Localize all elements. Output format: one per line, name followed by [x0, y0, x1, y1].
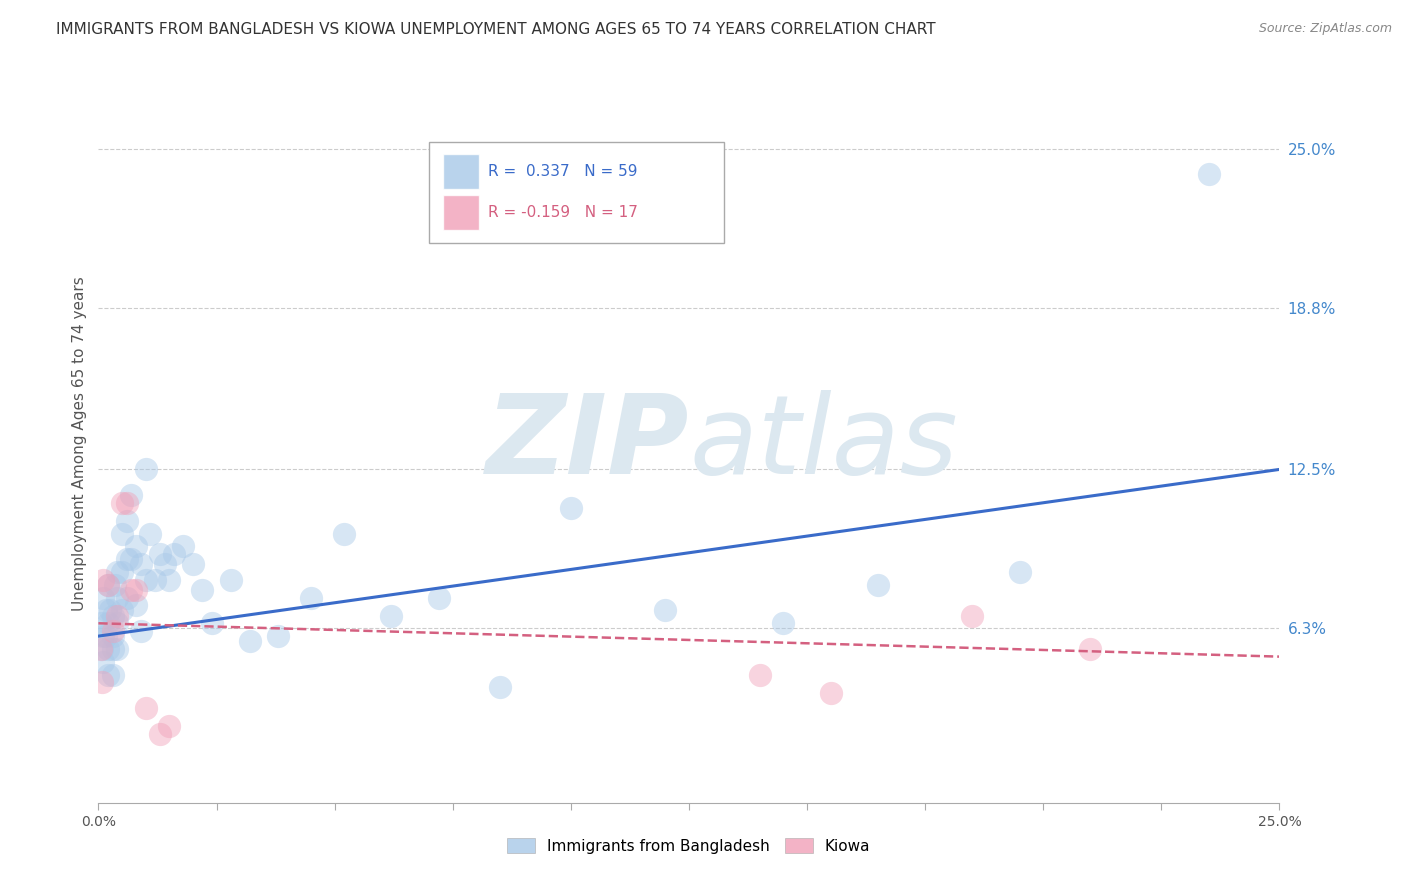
Point: [115, 514, 138, 528]
Point: [560, 500, 582, 515]
Point: [149, 726, 172, 740]
Point: [115, 591, 138, 605]
Point: [172, 539, 194, 553]
Point: [91, 675, 114, 690]
Point: [121, 552, 143, 566]
Point: [820, 685, 842, 699]
Point: [105, 591, 128, 605]
Point: [163, 547, 186, 561]
Point: [962, 608, 984, 623]
Point: [111, 565, 134, 579]
Text: R =  0.337   N = 59: R = 0.337 N = 59: [488, 164, 638, 179]
Point: [149, 547, 172, 561]
FancyBboxPatch shape: [429, 142, 724, 243]
Point: [239, 634, 262, 648]
Point: [115, 552, 138, 566]
Point: [94, 629, 117, 643]
Point: [299, 591, 322, 605]
Point: [91, 629, 114, 643]
Point: [135, 573, 157, 587]
Point: [91, 655, 114, 669]
FancyBboxPatch shape: [443, 195, 478, 230]
Point: [129, 558, 152, 572]
Point: [1198, 168, 1220, 182]
Point: [97, 616, 120, 631]
Point: [111, 526, 134, 541]
Point: [1080, 642, 1102, 657]
Text: IMMIGRANTS FROM BANGLADESH VS KIOWA UNEMPLOYMENT AMONG AGES 65 TO 74 YEARS CORRE: IMMIGRANTS FROM BANGLADESH VS KIOWA UNEM…: [56, 22, 936, 37]
Point: [105, 565, 128, 579]
Point: [101, 608, 124, 623]
Point: [101, 624, 124, 638]
Point: [121, 582, 143, 597]
Point: [380, 608, 402, 623]
Point: [101, 642, 124, 657]
Text: Source: ZipAtlas.com: Source: ZipAtlas.com: [1258, 22, 1392, 36]
Point: [157, 719, 180, 733]
Point: [94, 603, 117, 617]
Point: [139, 526, 162, 541]
Point: [125, 599, 148, 613]
Point: [90, 616, 112, 631]
Point: [748, 667, 770, 681]
Point: [101, 629, 124, 643]
Point: [111, 603, 134, 617]
Point: [91, 591, 114, 605]
Point: [97, 667, 120, 681]
Point: [125, 539, 148, 553]
Point: [105, 616, 128, 631]
Point: [91, 642, 114, 657]
Text: ZIP: ZIP: [485, 391, 689, 497]
Point: [101, 667, 124, 681]
FancyBboxPatch shape: [443, 154, 478, 189]
Text: atlas: atlas: [689, 391, 957, 497]
Point: [115, 496, 138, 510]
Legend: Immigrants from Bangladesh, Kiowa: Immigrants from Bangladesh, Kiowa: [502, 831, 876, 860]
Point: [129, 624, 152, 638]
Point: [427, 591, 450, 605]
Point: [1008, 565, 1031, 579]
Point: [125, 582, 148, 597]
Point: [97, 578, 120, 592]
Point: [111, 496, 134, 510]
Point: [97, 578, 120, 592]
Point: [105, 642, 128, 657]
Point: [97, 642, 120, 657]
Point: [143, 573, 166, 587]
Point: [219, 573, 242, 587]
Y-axis label: Unemployment Among Ages 65 to 74 years: Unemployment Among Ages 65 to 74 years: [72, 277, 87, 611]
Point: [105, 608, 128, 623]
Point: [201, 616, 224, 631]
Point: [153, 558, 176, 572]
Text: R = -0.159   N = 17: R = -0.159 N = 17: [488, 205, 638, 220]
Point: [135, 701, 157, 715]
Point: [866, 578, 889, 592]
Point: [181, 558, 204, 572]
Point: [98, 603, 121, 617]
Point: [135, 462, 157, 476]
Point: [90, 642, 112, 657]
Point: [121, 488, 143, 502]
Point: [191, 582, 214, 597]
Point: [91, 573, 114, 587]
Point: [654, 603, 676, 617]
Point: [489, 681, 512, 695]
Point: [267, 629, 290, 643]
Point: [772, 616, 794, 631]
Point: [333, 526, 356, 541]
Point: [157, 573, 180, 587]
Point: [104, 578, 127, 592]
